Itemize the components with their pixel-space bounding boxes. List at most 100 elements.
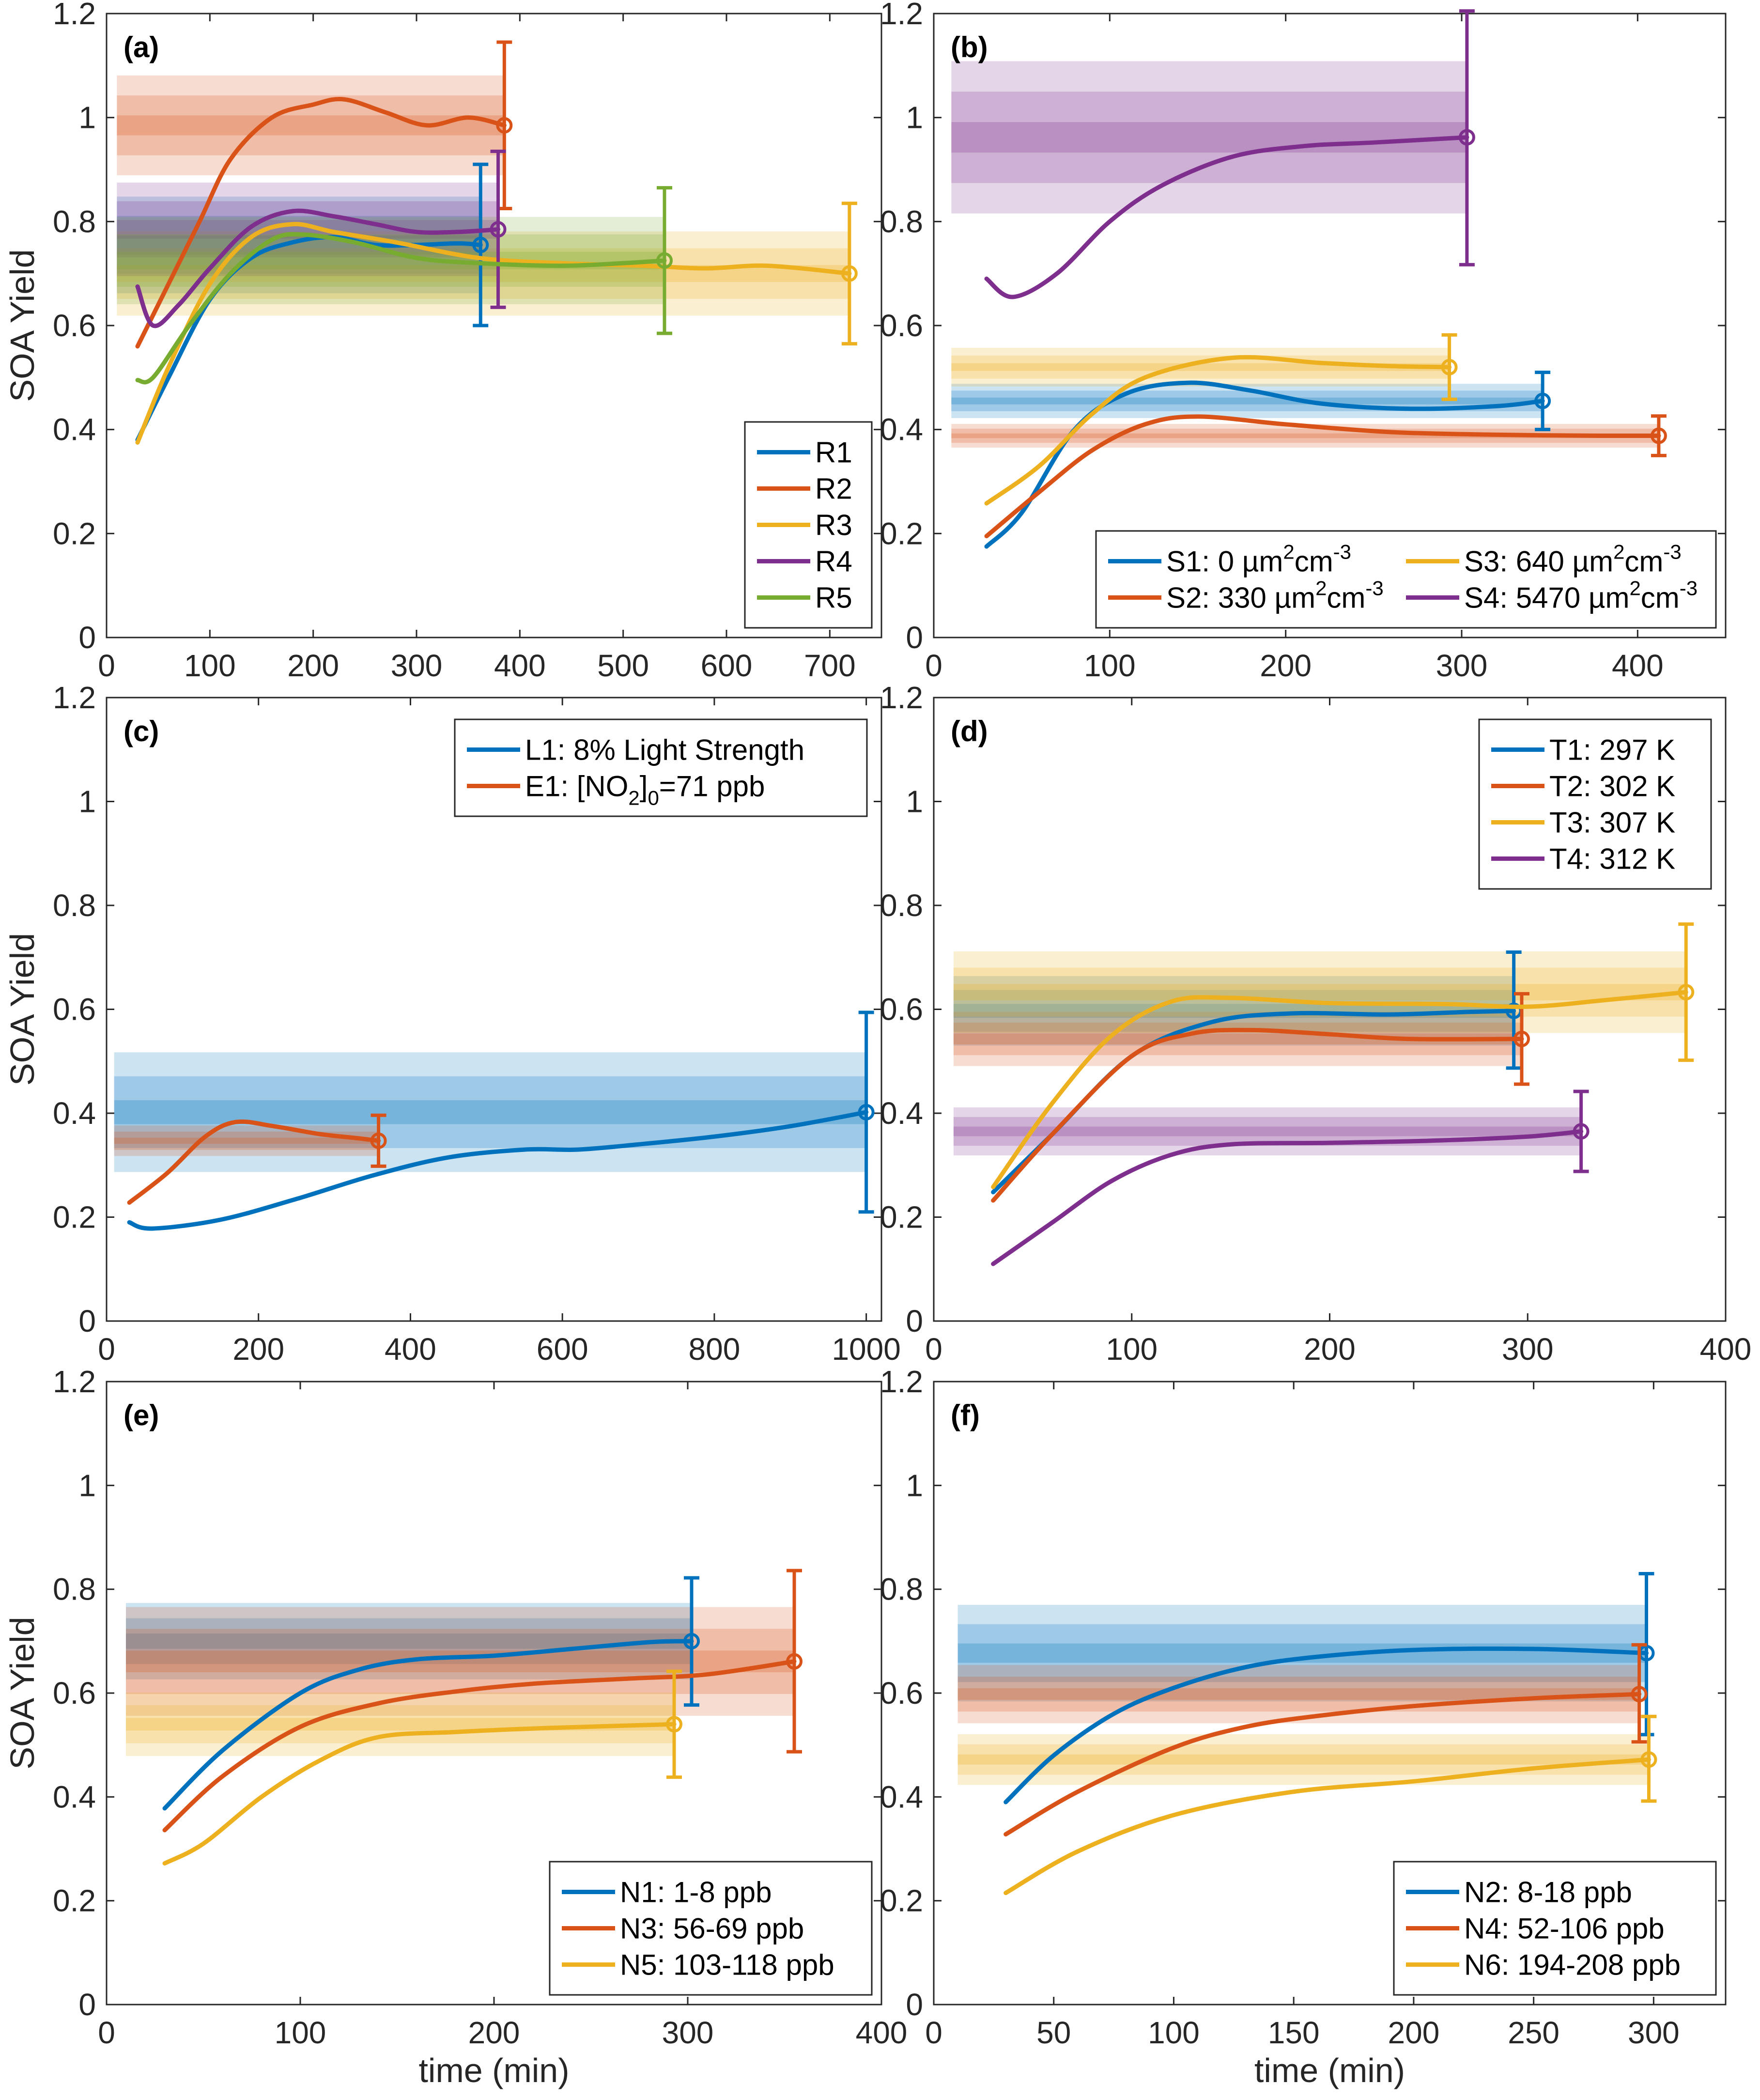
y-tick-label: 0.6 [53,308,96,343]
legend-item[interactable]: N4: 52-106 ppb [1406,1913,1665,1945]
band-blue [126,1618,692,1664]
y-tick-label: 0 [906,1304,923,1338]
endpoint-marker [1573,1123,1590,1140]
x-tick-label: 200 [1304,1332,1356,1367]
legend-item[interactable]: N3: 56-69 ppb [562,1913,804,1945]
legend-label: R4 [815,545,852,578]
y-tick-label: 0 [906,1987,923,2022]
series-orange [127,1113,387,1205]
legend-label: T4: 312 K [1549,843,1675,875]
legend-text-part: 0 [648,787,659,809]
y-tick-label: 0.4 [880,1779,923,1814]
series-orange [984,414,1667,539]
legend-item[interactable]: R1 [757,436,852,469]
y-tick-label: 0.8 [880,204,923,239]
x-tick-label: 0 [98,1332,115,1367]
band-blue [957,1604,1647,1702]
series-line [127,1119,381,1205]
legend-text-part: N3: 56-69 ppb [620,1913,804,1945]
legend-label: N1: 1-8 ppb [620,1876,772,1909]
legend-label: L1: 8% Light Strength [525,734,804,766]
x-tick-label: 400 [1612,648,1664,683]
legend-item[interactable]: T3: 307 K [1491,807,1675,839]
x-tick-label: 300 [662,2015,714,2050]
legend-item[interactable]: T4: 312 K [1491,843,1675,875]
x-tick-label: 250 [1508,2015,1559,2050]
band-yellow [126,1692,674,1756]
legend-item[interactable]: S3: 640 µm2cm-3 [1406,541,1682,578]
legend-item[interactable]: R4 [757,545,852,578]
legend-item[interactable]: T1: 297 K [1491,734,1675,766]
y-tick-label: 0.8 [880,888,923,923]
legend-item[interactable]: L1: 8% Light Strength [467,734,804,766]
x-tick-label: 100 [1084,648,1136,683]
legend-text-part: N6: 194-208 ppb [1464,1949,1681,1981]
series-line [984,355,1452,506]
endpoint-marker [656,252,673,269]
x-tick-label: 100 [1106,1332,1158,1367]
series-yellow [991,922,1695,1189]
series-blue [1004,1572,1655,1804]
legend-label: S1: 0 µm2cm-3 [1166,541,1351,578]
endpoint-marker [496,117,513,134]
legend-label: T2: 302 K [1549,770,1675,803]
legend-item[interactable]: S2: 330 µm2cm-3 [1108,577,1384,614]
y-tick-label: 0 [78,620,96,655]
legend-label: N5: 103-118 ppb [620,1949,834,1981]
band-orange [126,1607,794,1716]
legend-item[interactable]: R3 [757,509,852,542]
y-tick-label: 1 [906,1468,923,1503]
panel-e: 0 0.2 0.4 0.6 0.8 1 1.2 0 100 200 300 400 SOA Yield t… [3,1364,907,2089]
band-blue [114,1100,866,1124]
legend-text-part: T2: 302 K [1549,770,1675,803]
legend-text-part: R2 [815,473,852,505]
legend-text-part: 2 [1629,577,1640,600]
band-yellow [953,951,1686,1033]
legend-item[interactable]: R2 [757,473,852,505]
endpoint-marker [1640,1751,1657,1768]
series-yellow [984,333,1458,506]
endpoint-marker [1631,1686,1648,1703]
series-line [991,1129,1584,1266]
legend-item[interactable]: T2: 302 K [1491,770,1675,803]
legend-text-part: N5: 103-118 ppb [620,1949,834,1981]
legend-text-part: S1: 0 µm [1166,545,1283,578]
legend-text-part: 2 [1613,541,1624,563]
y-tick-label: 1 [78,784,96,819]
legend-item[interactable]: E1: [NO2]0=71 ppb [467,770,765,809]
legend-item[interactable]: R5 [757,582,852,614]
legend-label: N6: 194-208 ppb [1464,1949,1681,1981]
legend-text-part: R1 [815,436,852,469]
band-orange [126,1650,794,1673]
panel-f: 0 0.2 0.4 0.6 0.8 1 1.2 0 50 100 150 200 250 300 time … [880,1364,1727,2089]
legend-item[interactable]: N6: 194-208 ppb [1406,1949,1681,1981]
legend-item[interactable]: N2: 8-18 ppb [1406,1876,1632,1909]
uncertainty-bands [126,1603,794,1756]
legend-item[interactable]: S4: 5470 µm2cm-3 [1406,577,1698,614]
y-tick-label: 0.6 [53,1676,96,1711]
legend-item[interactable]: N1: 1-8 ppb [562,1876,772,1909]
x-tick-label: 400 [856,2015,908,2050]
legend-label: T1: 297 K [1549,734,1675,766]
x-tick-label: 200 [232,1332,284,1367]
legend-text-part: -3 [1365,577,1383,600]
legend-text-part: E1: [NO [525,770,628,803]
legend-label: N2: 8-18 ppb [1464,1876,1632,1909]
y-tick-label: 1.2 [53,680,96,715]
legend-item[interactable]: N5: 103-118 ppb [562,1949,834,1981]
series-line [991,1027,1524,1203]
legend-item[interactable]: S1: 0 µm2cm-3 [1108,541,1351,578]
legend-text-part: T3: 307 K [1549,807,1675,839]
band-purple [951,61,1467,214]
legend-text-part: cm [1327,582,1365,614]
endpoint-marker [1678,984,1695,1001]
y-tick-label: 0.8 [53,204,96,239]
endpoint-marker [472,236,489,253]
band-purple [951,92,1467,183]
x-tick-label: 1000 [832,1332,900,1367]
legend-text-part: cm [1624,545,1663,578]
series-orange [162,1569,803,1833]
legend-text-part: R4 [815,545,852,578]
endpoint-marker [1441,358,1458,375]
